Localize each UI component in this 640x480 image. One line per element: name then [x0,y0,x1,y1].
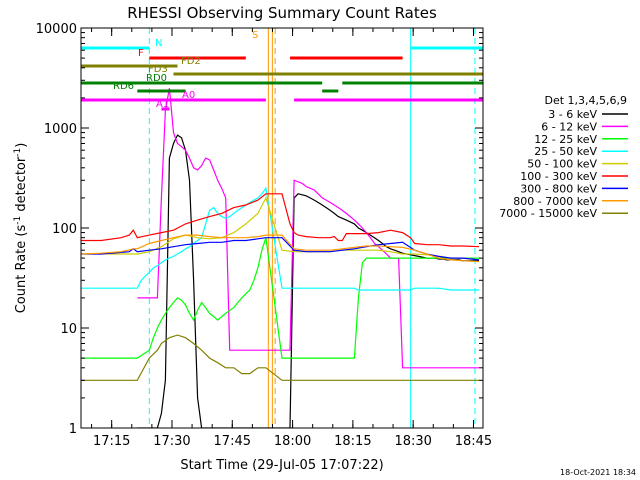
series-line-0 [137,134,479,428]
series-line-1 [137,88,479,369]
y-tick-label-4: 10000 [36,22,77,37]
legend-label-0: 3 - 6 keV [548,108,597,121]
flag-label-n: N [155,38,162,49]
x-tick-label-5: 18:30 [394,434,431,449]
flag-label-rd0: RD0 [146,73,167,84]
x-axis-label: Start Time (29-Jul-05 17:07:22) [180,458,383,473]
legend-label-1: 6 - 12 keV [541,120,597,133]
y-tick-label-2: 100 [52,222,77,237]
legend-label-6: 300 - 800 keV [520,182,597,195]
x-tick-label-0: 17:15 [93,434,130,449]
legend-title: Det 1,3,4,5,6,9 [544,94,627,107]
footer-timestamp: 18-Oct-2021 18:34 [560,468,636,477]
x-tick-label-1: 17:30 [153,434,190,449]
flag-label-a0: A0 [182,90,195,101]
x-tick-label-3: 18:00 [274,434,311,449]
flag-label-rd6: RD6 [113,81,134,92]
legend-label-8: 7000 - 15000 keV [499,207,597,220]
flag-label-fd2: FD2 [181,56,201,67]
y-tick-label-0: 1 [69,422,77,437]
series-line-8 [81,334,479,381]
chart-title: RHESSI Observing Summary Count Rates [127,4,437,22]
series-line-5 [81,193,480,248]
legend-label-2: 12 - 25 keV [534,133,597,146]
legend-label-3: 25 - 50 keV [534,145,597,158]
y-axis-label: Count Rate (s-1 detector-1) [13,143,29,314]
series-line-3 [81,186,479,291]
legend-label-7: 800 - 7000 keV [513,195,597,208]
y-tick-label-3: 1000 [44,122,77,137]
x-tick-label-2: 17:45 [214,434,251,449]
series-line-7 [81,234,480,263]
legend-label-5: 100 - 300 keV [520,170,597,183]
x-tick-label-6: 18:45 [455,434,492,449]
x-tick-label-4: 18:15 [334,434,371,449]
flag-label-f: F [138,48,144,59]
y-tick-label-1: 10 [60,322,77,337]
flag-label-s: S [252,30,258,41]
flag-label-fd3: FD3 [148,64,168,75]
series-line-6 [81,237,480,261]
legend-label-4: 50 - 100 keV [527,158,597,171]
flag-label-a1: A1 [156,99,169,110]
series-line-2 [81,237,479,359]
